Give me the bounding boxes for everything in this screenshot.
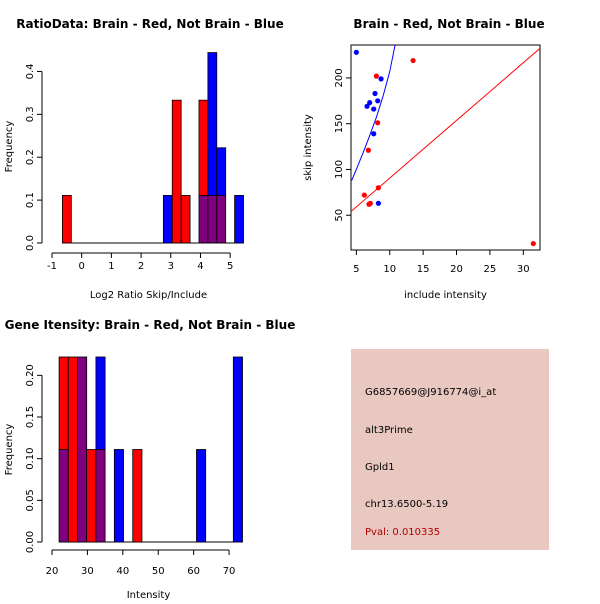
x-tick-label: 1	[108, 261, 114, 272]
y-tick-label: 0.10	[25, 448, 36, 470]
x-tick-label: 40	[116, 566, 129, 577]
bar-brain	[86, 449, 97, 543]
y-axis-label-scatter: skip intensity	[303, 114, 314, 181]
point-not-brain	[375, 98, 381, 104]
bar-not-brain	[207, 52, 218, 196]
point-not-brain	[375, 200, 381, 206]
y-tick-label: 150	[334, 114, 345, 133]
bar-overlap	[198, 194, 209, 244]
bar-overlap	[216, 194, 227, 244]
bar-brain	[180, 194, 191, 244]
bar-brain	[61, 194, 72, 244]
bar-not-brain	[95, 356, 106, 450]
x-tick-label: 10	[383, 264, 396, 275]
y-tick-label: 100	[334, 160, 345, 179]
y-axis-label-intensity: Frequency	[4, 424, 15, 476]
point-brain	[373, 73, 379, 79]
x-tick-label: 0	[79, 261, 85, 272]
point-not-brain	[353, 49, 359, 55]
fit-curve-not-brain	[351, 45, 396, 181]
y-tick-label: 0.1	[25, 192, 36, 208]
y-tick-label: 0.00	[25, 531, 36, 553]
probe-info-panel: G6857669@J916774@i_at alt3Prime Gpld1 ch…	[351, 349, 549, 550]
point-brain	[367, 200, 373, 206]
x-tick-label: 50	[152, 566, 165, 577]
genomic-location: chr13.6500-5.19	[365, 499, 449, 510]
x-tick-label: 70	[223, 566, 236, 577]
bar-overlap	[77, 356, 88, 543]
y-tick-label: 0.05	[25, 489, 36, 511]
bar-not-brain	[113, 449, 124, 543]
point-not-brain	[371, 106, 377, 112]
point-brain	[530, 240, 536, 247]
x-tick-label: 25	[484, 264, 497, 275]
y-tick-label: 0.3	[25, 106, 36, 122]
bar-brain	[198, 99, 209, 196]
x-tick-label: 20	[450, 264, 463, 275]
point-brain	[361, 192, 367, 198]
point-brain	[410, 57, 416, 64]
x-axis-label-ratio: Log2 Ratio Skip/Include	[90, 290, 207, 301]
chart-title-ratio: RatioData: Brain - Red, Not Brain - Blue	[16, 17, 283, 31]
p-value: Pval: 0.010335	[365, 527, 441, 538]
x-tick-label: 4	[197, 261, 203, 272]
bar-overlap	[58, 449, 69, 543]
y-tick-label: 0.4	[25, 63, 36, 79]
y-tick-label: 50	[334, 209, 345, 222]
bar-brain	[67, 356, 78, 543]
bar-brain	[58, 356, 69, 450]
chart-title-scatter: Brain - Red, Not Brain - Blue	[353, 17, 544, 31]
y-tick-label: 200	[334, 68, 345, 87]
event-type: alt3Prime	[365, 425, 413, 436]
x-tick-label: 2	[138, 261, 144, 272]
y-tick-label: 0.15	[25, 406, 36, 428]
x-tick-label: 30	[517, 264, 530, 275]
point-not-brain	[364, 103, 370, 109]
bar-brain	[171, 99, 182, 244]
fit-line-brain	[351, 47, 540, 212]
chart-title-intensity: Gene Itensity: Brain - Red, Not Brain - …	[5, 318, 296, 332]
point-brain	[375, 120, 381, 126]
x-axis-label-intensity: Intensity	[127, 590, 171, 600]
x-tick-label: 30	[81, 566, 94, 577]
point-brain	[365, 147, 371, 153]
y-tick-label: 0.0	[25, 235, 36, 251]
x-tick-label: 5	[227, 261, 233, 272]
bar-brain	[132, 449, 143, 543]
x-axis-label-scatter: include intensity	[404, 290, 487, 301]
y-tick-label: 0.2	[25, 149, 36, 165]
probe-id: G6857669@J916774@i_at	[365, 387, 497, 398]
point-brain	[375, 185, 381, 191]
plot-box	[350, 44, 541, 251]
y-tick-label: 0.20	[25, 364, 36, 386]
x-tick-label: -1	[47, 261, 57, 272]
bar-not-brain	[216, 147, 227, 196]
bar-not-brain	[234, 194, 244, 244]
x-tick-label: 60	[187, 566, 200, 577]
x-tick-label: 15	[417, 264, 430, 275]
x-tick-label: 20	[46, 566, 59, 577]
bar-overlap	[95, 449, 106, 543]
bar-not-brain	[162, 194, 173, 244]
point-not-brain	[372, 90, 378, 97]
point-not-brain	[367, 100, 373, 106]
y-axis-label-ratio: Frequency	[4, 121, 15, 173]
point-not-brain	[371, 131, 377, 137]
x-tick-label: 5	[353, 264, 359, 275]
bar-overlap	[207, 194, 218, 244]
point-not-brain	[378, 76, 384, 82]
gene-name: Gpld1	[365, 462, 395, 473]
x-tick-label: 3	[168, 261, 174, 272]
bar-not-brain	[196, 449, 207, 543]
bar-not-brain	[232, 356, 243, 543]
